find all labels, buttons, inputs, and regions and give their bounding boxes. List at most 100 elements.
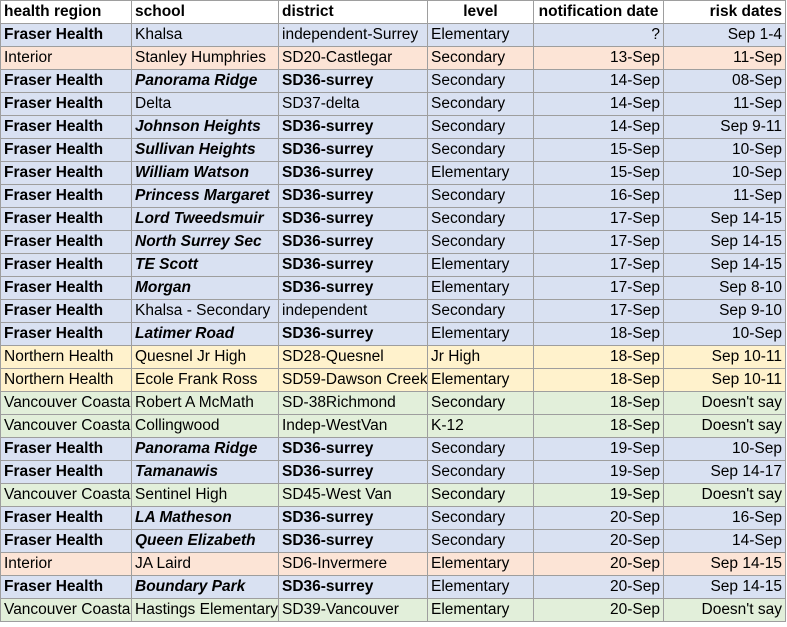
cell-level[interactable]: Elementary: [427, 552, 534, 576]
cell-notification-date[interactable]: 15-Sep: [533, 138, 664, 162]
cell-school[interactable]: Princess Margaret: [131, 184, 279, 208]
cell-school[interactable]: Collingwood: [131, 414, 279, 438]
cell-level[interactable]: Secondary: [427, 299, 534, 323]
cell-risk-dates[interactable]: 10-Sep: [663, 322, 786, 346]
cell-notification-date[interactable]: 14-Sep: [533, 69, 664, 93]
cell-risk-dates[interactable]: Sep 14-15: [663, 207, 786, 231]
cell-district[interactable]: SD36-surrey: [278, 506, 428, 530]
cell-risk-dates[interactable]: Doesn't say: [663, 414, 786, 438]
header-risk-dates[interactable]: risk dates: [663, 0, 786, 24]
header-health-region[interactable]: health region: [0, 0, 132, 24]
cell-health-region[interactable]: Interior: [0, 552, 132, 576]
cell-district[interactable]: SD36-surrey: [278, 460, 428, 484]
cell-level[interactable]: Secondary: [427, 115, 534, 139]
cell-district[interactable]: SD36-surrey: [278, 322, 428, 346]
cell-risk-dates[interactable]: Doesn't say: [663, 598, 786, 622]
cell-district[interactable]: SD36-surrey: [278, 230, 428, 254]
cell-school[interactable]: Latimer Road: [131, 322, 279, 346]
cell-health-region[interactable]: Fraser Health: [0, 276, 132, 300]
cell-risk-dates[interactable]: 08-Sep: [663, 69, 786, 93]
cell-school[interactable]: William Watson: [131, 161, 279, 185]
cell-risk-dates[interactable]: 11-Sep: [663, 46, 786, 70]
cell-risk-dates[interactable]: Doesn't say: [663, 391, 786, 415]
cell-level[interactable]: Secondary: [427, 69, 534, 93]
cell-district[interactable]: Indep-WestVan: [278, 414, 428, 438]
cell-district[interactable]: SD36-surrey: [278, 138, 428, 162]
cell-district[interactable]: SD-38Richmond: [278, 391, 428, 415]
cell-level[interactable]: Elementary: [427, 598, 534, 622]
cell-district[interactable]: SD36-surrey: [278, 529, 428, 553]
cell-school[interactable]: Boundary Park: [131, 575, 279, 599]
header-school[interactable]: school: [131, 0, 279, 24]
cell-notification-date[interactable]: 18-Sep: [533, 345, 664, 369]
cell-level[interactable]: Secondary: [427, 506, 534, 530]
cell-health-region[interactable]: Interior: [0, 46, 132, 70]
cell-school[interactable]: Johnson Heights: [131, 115, 279, 139]
cell-notification-date[interactable]: 18-Sep: [533, 368, 664, 392]
cell-risk-dates[interactable]: Sep 14-15: [663, 575, 786, 599]
cell-level[interactable]: Secondary: [427, 46, 534, 70]
cell-risk-dates[interactable]: Sep 14-15: [663, 552, 786, 576]
cell-school[interactable]: Khalsa - Secondary: [131, 299, 279, 323]
cell-level[interactable]: Secondary: [427, 460, 534, 484]
cell-level[interactable]: Secondary: [427, 138, 534, 162]
cell-level[interactable]: Secondary: [427, 207, 534, 231]
cell-notification-date[interactable]: 13-Sep: [533, 46, 664, 70]
cell-school[interactable]: Morgan: [131, 276, 279, 300]
cell-health-region[interactable]: Fraser Health: [0, 575, 132, 599]
cell-level[interactable]: Secondary: [427, 529, 534, 553]
cell-district[interactable]: SD36-surrey: [278, 161, 428, 185]
cell-health-region[interactable]: Fraser Health: [0, 23, 132, 47]
cell-level[interactable]: Elementary: [427, 322, 534, 346]
cell-health-region[interactable]: Fraser Health: [0, 299, 132, 323]
cell-school[interactable]: JA Laird: [131, 552, 279, 576]
cell-level[interactable]: Jr High: [427, 345, 534, 369]
cell-notification-date[interactable]: 20-Sep: [533, 552, 664, 576]
cell-health-region[interactable]: Vancouver Coastal: [0, 598, 132, 622]
cell-health-region[interactable]: Fraser Health: [0, 529, 132, 553]
cell-risk-dates[interactable]: 11-Sep: [663, 184, 786, 208]
cell-health-region[interactable]: Fraser Health: [0, 460, 132, 484]
cell-district[interactable]: SD36-surrey: [278, 575, 428, 599]
cell-health-region[interactable]: Northern Health: [0, 368, 132, 392]
header-district[interactable]: district: [278, 0, 428, 24]
cell-level[interactable]: Secondary: [427, 391, 534, 415]
cell-notification-date[interactable]: 14-Sep: [533, 92, 664, 116]
cell-level[interactable]: Elementary: [427, 161, 534, 185]
cell-health-region[interactable]: Fraser Health: [0, 230, 132, 254]
cell-school[interactable]: Queen Elizabeth: [131, 529, 279, 553]
cell-district[interactable]: SD37-delta: [278, 92, 428, 116]
cell-health-region[interactable]: Fraser Health: [0, 184, 132, 208]
cell-level[interactable]: Secondary: [427, 483, 534, 507]
cell-school[interactable]: Lord Tweedsmuir: [131, 207, 279, 231]
cell-level[interactable]: Elementary: [427, 276, 534, 300]
cell-level[interactable]: Elementary: [427, 368, 534, 392]
cell-district[interactable]: SD20-Castlegar: [278, 46, 428, 70]
cell-health-region[interactable]: Vancouver Coastal: [0, 414, 132, 438]
cell-notification-date[interactable]: 20-Sep: [533, 506, 664, 530]
cell-school[interactable]: Panorama Ridge: [131, 69, 279, 93]
cell-notification-date[interactable]: 17-Sep: [533, 230, 664, 254]
header-notification-date[interactable]: notification date: [533, 0, 664, 24]
cell-risk-dates[interactable]: Sep 1-4: [663, 23, 786, 47]
cell-school[interactable]: Hastings Elementary: [131, 598, 279, 622]
cell-risk-dates[interactable]: Sep 14-17: [663, 460, 786, 484]
cell-health-region[interactable]: Fraser Health: [0, 322, 132, 346]
cell-district[interactable]: SD36-surrey: [278, 115, 428, 139]
cell-notification-date[interactable]: 18-Sep: [533, 391, 664, 415]
cell-notification-date[interactable]: 19-Sep: [533, 483, 664, 507]
cell-health-region[interactable]: Fraser Health: [0, 207, 132, 231]
cell-health-region[interactable]: Fraser Health: [0, 138, 132, 162]
cell-district[interactable]: independent-Surrey: [278, 23, 428, 47]
cell-district[interactable]: SD36-surrey: [278, 437, 428, 461]
cell-district[interactable]: SD39-Vancouver: [278, 598, 428, 622]
cell-risk-dates[interactable]: Sep 14-15: [663, 253, 786, 277]
cell-level[interactable]: Elementary: [427, 575, 534, 599]
cell-district[interactable]: SD36-surrey: [278, 69, 428, 93]
cell-level[interactable]: Elementary: [427, 23, 534, 47]
cell-school[interactable]: Robert A McMath: [131, 391, 279, 415]
cell-health-region[interactable]: Fraser Health: [0, 69, 132, 93]
cell-risk-dates[interactable]: Sep 8-10: [663, 276, 786, 300]
cell-level[interactable]: Secondary: [427, 437, 534, 461]
cell-notification-date[interactable]: 20-Sep: [533, 575, 664, 599]
